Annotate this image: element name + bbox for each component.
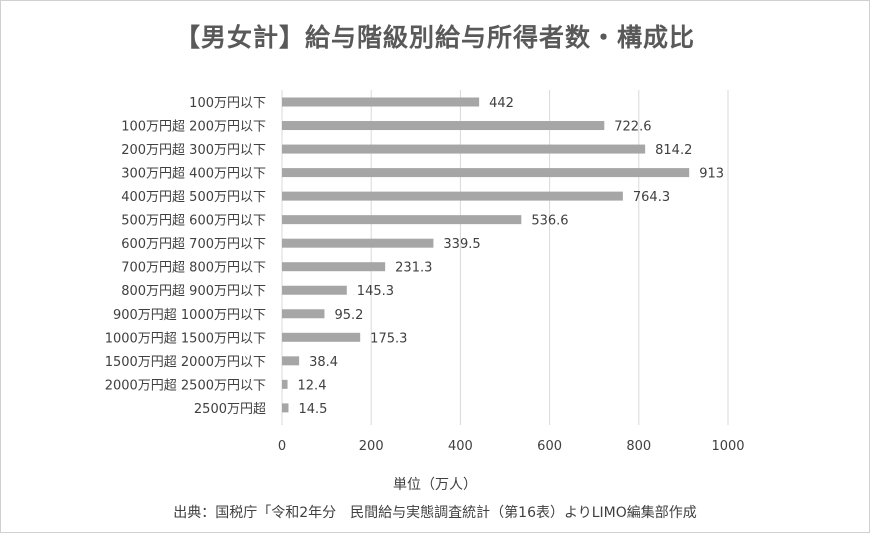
- value-label-11: 38.4: [309, 355, 338, 370]
- bar-9: [282, 309, 325, 319]
- category-label-1: 100万円超 200万円以下: [121, 120, 266, 135]
- value-label-3: 913: [699, 167, 724, 182]
- labels: 0 200 400 600 800 1000 100万円以下 442 100万円超 200万円以…: [105, 96, 745, 454]
- bar-10: [282, 332, 361, 342]
- source-note: 出典：国税庁「令和2年分 民間給与実態調査統計（第16表）よりLIMO編集部作成: [173, 505, 697, 521]
- x-tick-label-800: 800: [626, 439, 651, 454]
- bar-13: [282, 403, 289, 413]
- value-label-9: 95.2: [334, 308, 363, 323]
- bar-11: [282, 356, 300, 366]
- value-label-4: 764.3: [633, 190, 670, 205]
- gridlines: [281, 90, 729, 425]
- value-label-0: 442: [489, 96, 514, 111]
- bar-8: [282, 285, 347, 295]
- value-label-8: 145.3: [357, 284, 394, 299]
- category-label-4: 400万円超 500万円以下: [121, 190, 266, 205]
- x-tick-label-1000: 1000: [711, 439, 744, 454]
- category-label-13: 2500万円超: [194, 402, 266, 417]
- x-axis-title: 単位（万人）: [393, 477, 477, 493]
- category-label-0: 100万円以下: [189, 96, 266, 111]
- category-label-11: 1500万円超 2000万円以下: [105, 355, 266, 370]
- bar-2: [282, 144, 646, 154]
- bar-6: [282, 238, 434, 248]
- bar-4: [282, 191, 623, 201]
- x-tick-label-0: 0: [278, 439, 286, 454]
- category-label-12: 2000万円超 2500万円以下: [105, 378, 266, 393]
- bar-0: [282, 97, 480, 107]
- x-tick-label-400: 400: [448, 439, 473, 454]
- value-label-12: 12.4: [298, 378, 327, 393]
- value-label-10: 175.3: [370, 331, 407, 346]
- category-label-9: 900万円超 1000万円以下: [113, 308, 266, 323]
- category-label-6: 600万円超 700万円以下: [121, 237, 266, 252]
- x-tick-label-600: 600: [537, 439, 562, 454]
- chart-title: 【男女計】給与階級別給与所得者数・構成比: [174, 23, 695, 52]
- category-label-3: 300万円超 400万円以下: [121, 167, 266, 182]
- category-label-2: 200万円超 300万円以下: [121, 143, 266, 158]
- x-tick-label-200: 200: [359, 439, 384, 454]
- bar-12: [282, 379, 288, 389]
- value-label-1: 722.6: [614, 120, 651, 135]
- value-label-13: 14.5: [298, 402, 327, 417]
- bar-3: [282, 168, 690, 178]
- category-label-7: 700万円超 800万円以下: [121, 261, 266, 276]
- bars: [282, 97, 690, 413]
- category-label-10: 1000万円超 1500万円以下: [105, 331, 266, 346]
- value-label-2: 814.2: [655, 143, 692, 158]
- bar-5: [282, 215, 522, 225]
- bar-7: [282, 262, 386, 272]
- value-label-7: 231.3: [395, 261, 432, 276]
- value-label-5: 536.6: [531, 214, 568, 229]
- category-label-8: 800万円超 900万円以下: [121, 284, 266, 299]
- bar-1: [282, 121, 605, 131]
- category-label-5: 500万円超 600万円以下: [121, 214, 266, 229]
- value-label-6: 339.5: [443, 237, 480, 252]
